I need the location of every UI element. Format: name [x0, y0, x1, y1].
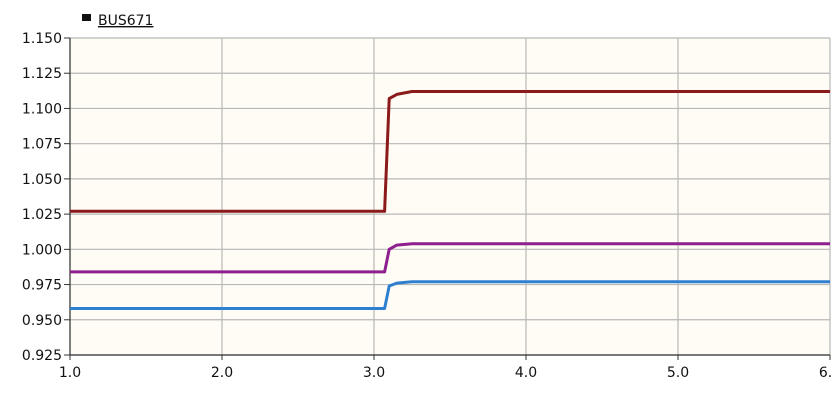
y-tick-label: 1.000 [22, 242, 62, 258]
x-tick-label: 5.0 [667, 365, 689, 381]
x-tick-label: 6.0 [819, 365, 832, 381]
y-axis-ticks: 0.925 0.950 0.975 1.000 1.025 1.050 1.075 1.100… [22, 31, 70, 364]
y-tick-label: 0.925 [22, 348, 62, 364]
x-axis-ticks: 1.0 2.0 3.0 4.0 5.0 6.0 [59, 355, 832, 381]
series-lines [70, 90, 830, 310]
y-tick-label: 1.050 [22, 172, 62, 188]
y-tick-label: 1.150 [22, 31, 62, 47]
x-tick-label: 2.0 [211, 365, 233, 381]
legend[interactable]: BUS671 [82, 13, 153, 29]
x-tick-label: 3.0 [363, 365, 385, 381]
legend-label[interactable]: BUS671 [98, 13, 153, 29]
series-line-2 [70, 242, 830, 274]
y-tick-label: 0.975 [22, 278, 62, 294]
x-tick-label: 1.0 [59, 365, 81, 381]
y-tick-label: 1.075 [22, 137, 62, 153]
y-tick-label: 0.950 [22, 313, 62, 329]
legend-swatch [82, 14, 91, 21]
axes [69, 38, 830, 356]
y-tick-label: 1.025 [22, 207, 62, 223]
y-tick-label: 1.100 [22, 101, 62, 117]
series-line-1 [70, 90, 830, 213]
y-tick-label: 1.125 [22, 66, 62, 82]
x-tick-label: 4.0 [515, 365, 537, 381]
series-line-3 [70, 280, 830, 310]
